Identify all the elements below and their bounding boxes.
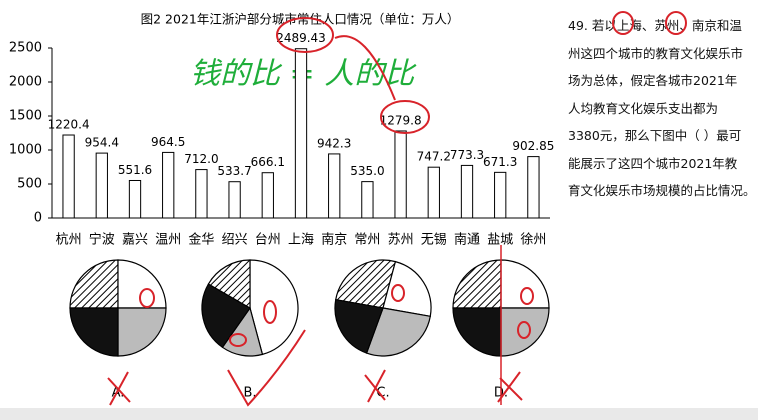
bar	[460, 164, 474, 219]
bar	[328, 153, 341, 219]
value-label: 747.2	[417, 150, 451, 164]
bar	[394, 130, 407, 219]
chart-title: 图2 2021年江浙沪部分城市常住人口情况（单位：万人）	[141, 12, 460, 27]
question-line: 人均教育文化娱乐支出都为	[568, 100, 719, 116]
value-label: 942.3	[317, 136, 351, 150]
x-tick-label: 常州	[354, 233, 380, 248]
y-tick-label: 1500	[9, 109, 42, 124]
value-label: 1279.8	[380, 113, 422, 127]
pie-options: A. B. C. D.	[69, 259, 550, 401]
y-tick-label: 0	[34, 211, 42, 226]
x-tick-label: 台州	[255, 233, 281, 248]
question: 49. 若以上海、苏州、南京和温 州这四个城市的教育文化娱乐市 场为总体，假定各城市…	[568, 12, 756, 205]
pie-segment	[334, 298, 384, 354]
x-tick-label: 温州	[155, 233, 181, 248]
option-label: B.	[243, 386, 256, 401]
x-tick-label: 绍兴	[222, 233, 248, 248]
x-tick-label: 无锡	[421, 233, 447, 248]
pie-segment	[452, 259, 502, 309]
bar	[62, 134, 75, 219]
pie-segment	[117, 307, 167, 357]
x-tick-label: 上海	[288, 233, 314, 248]
x-tick-label: 金华	[188, 232, 214, 248]
bar	[95, 152, 108, 219]
bar	[361, 181, 374, 219]
question-line: 州这四个城市的教育文化娱乐市	[568, 45, 744, 61]
value-label: 954.4	[85, 136, 119, 150]
pie-segment	[69, 259, 119, 309]
pie-segment	[382, 260, 432, 318]
x-tick-label: 嘉兴	[122, 233, 148, 248]
question-line: 育文化娱乐市场规模的占比情况。	[568, 183, 756, 198]
value-label: 712.0	[184, 152, 218, 166]
option-label: C.	[376, 386, 389, 401]
value-label: 902.85	[512, 139, 554, 153]
value-label: 533.7	[217, 164, 251, 178]
pie-segment	[452, 307, 502, 357]
bar	[162, 151, 175, 219]
pie-segment	[500, 307, 550, 357]
bottom-bar	[0, 408, 758, 420]
bar	[527, 156, 540, 219]
bar	[261, 172, 274, 219]
bar	[195, 169, 208, 219]
x-tick-label: 徐州	[520, 233, 546, 248]
pie-segment	[117, 259, 167, 309]
question-line: 3380元，那么下图中（ ）最可	[568, 128, 742, 143]
value-label: 964.5	[151, 135, 185, 149]
bar	[494, 171, 507, 219]
bar	[294, 48, 308, 219]
pie-segment	[207, 259, 251, 310]
value-label: 535.0	[350, 164, 384, 178]
bar	[128, 179, 142, 219]
value-label: 2489.43	[276, 31, 326, 45]
y-tick-label: 2500	[9, 41, 42, 56]
pie-segment	[500, 259, 550, 309]
value-label: 671.3	[483, 155, 517, 169]
x-tick-label: 宁波	[89, 232, 115, 248]
x-tick-label: 南京	[321, 232, 347, 248]
x-tick-label: 盐城	[487, 233, 513, 248]
option-label: D.	[494, 386, 508, 401]
y-tick-label: 1000	[9, 143, 42, 158]
x-tick-label: 南通	[454, 232, 480, 248]
option-label: A.	[112, 386, 125, 401]
x-tick-label: 杭州	[56, 233, 82, 248]
pie-segment	[335, 259, 397, 309]
bar	[427, 166, 440, 219]
y-tick-label: 500	[17, 177, 42, 192]
pie-segment	[201, 283, 251, 349]
value-label: 551.6	[118, 163, 152, 177]
y-tick-label: 2000	[9, 75, 42, 90]
bar	[228, 181, 241, 219]
question-line: 场为总体，假定各城市2021年	[568, 73, 738, 88]
question-line: 能展示了这四个城市2021年教	[568, 155, 738, 171]
value-label: 773.3	[450, 148, 484, 162]
value-label: 666.1	[251, 155, 285, 169]
pie-segment	[69, 307, 119, 357]
question-line: 49. 若以上海、苏州、南京和温	[568, 18, 742, 33]
value-label: 1220.4	[48, 118, 90, 132]
x-tick-label: 苏州	[388, 232, 414, 248]
pie-segment	[365, 307, 431, 357]
